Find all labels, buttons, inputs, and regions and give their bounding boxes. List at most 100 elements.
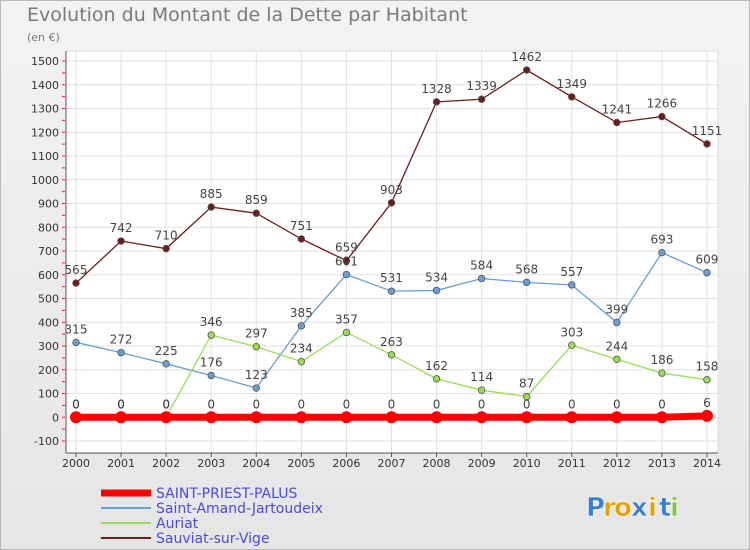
data-label: 1151 bbox=[692, 124, 723, 138]
data-point bbox=[565, 411, 578, 424]
data-point bbox=[207, 203, 215, 211]
data-label: 0 bbox=[568, 397, 576, 411]
data-label: 297 bbox=[245, 327, 268, 341]
y-tick-label: 1400 bbox=[31, 79, 59, 92]
data-label: 1241 bbox=[602, 103, 633, 117]
y-tick-label: 1000 bbox=[31, 174, 59, 187]
data-label: 0 bbox=[117, 397, 125, 411]
data-point bbox=[162, 244, 170, 253]
x-tick-label: 2014 bbox=[693, 457, 721, 470]
data-label: 0 bbox=[252, 397, 260, 411]
data-point bbox=[72, 338, 80, 347]
x-tick-label: 2000 bbox=[62, 457, 90, 470]
data-label: 176 bbox=[200, 355, 223, 369]
data-point bbox=[430, 411, 443, 424]
data-point bbox=[252, 384, 260, 392]
data-label: 6 bbox=[703, 396, 711, 410]
data-label: 0 bbox=[117, 397, 125, 411]
data-point bbox=[205, 411, 218, 424]
data-point bbox=[72, 279, 80, 287]
data-label: 346 bbox=[200, 315, 223, 329]
x-tick-label: 2001 bbox=[107, 457, 135, 470]
data-label: 0 bbox=[478, 397, 486, 411]
data-label: 534 bbox=[425, 270, 448, 284]
data-point bbox=[523, 392, 531, 401]
data-label: 903 bbox=[380, 183, 403, 197]
logo-letter: P bbox=[586, 493, 605, 523]
x-tick-label: 2011 bbox=[558, 457, 586, 470]
data-point bbox=[700, 409, 713, 422]
data-point bbox=[432, 98, 441, 106]
data-label: 0 bbox=[162, 397, 170, 411]
y-tick-label: 800 bbox=[38, 221, 59, 234]
data-point bbox=[703, 140, 711, 148]
data-label: 557 bbox=[560, 265, 583, 279]
data-label: 584 bbox=[470, 259, 493, 273]
data-label: 385 bbox=[290, 306, 313, 320]
data-point bbox=[340, 411, 353, 424]
y-tick-label: -100 bbox=[34, 435, 59, 448]
data-label: 303 bbox=[560, 325, 583, 339]
y-tick-label: 900 bbox=[38, 198, 59, 211]
data-point bbox=[252, 343, 260, 351]
logo-letter: o bbox=[614, 493, 632, 523]
data-point bbox=[523, 66, 531, 74]
data-label: 659 bbox=[335, 241, 358, 255]
data-label: 693 bbox=[650, 233, 673, 247]
data-point bbox=[477, 95, 486, 103]
data-label: 0 bbox=[433, 397, 441, 411]
legend-label: SAINT-PRIEST-PALUS bbox=[156, 486, 297, 502]
data-point bbox=[475, 411, 488, 424]
data-point bbox=[703, 268, 711, 277]
data-label: 0 bbox=[207, 397, 215, 411]
data-point bbox=[610, 411, 623, 424]
data-label: 114 bbox=[470, 370, 493, 384]
y-tick-label: 100 bbox=[38, 388, 59, 401]
y-tick-label: 600 bbox=[38, 269, 59, 282]
data-label: 601 bbox=[335, 255, 358, 269]
data-label: 1462 bbox=[511, 50, 542, 64]
legend-label: Saint-Amand-Jartoudeix bbox=[156, 501, 323, 517]
data-label: 87 bbox=[519, 377, 534, 391]
data-point bbox=[477, 386, 486, 394]
data-point bbox=[520, 411, 533, 424]
logo-letter: t bbox=[659, 493, 671, 523]
x-tick-label: 2012 bbox=[603, 457, 631, 470]
y-tick-label: 400 bbox=[38, 316, 59, 329]
data-label: 885 bbox=[200, 187, 223, 201]
data-point bbox=[658, 112, 666, 121]
data-point bbox=[297, 357, 306, 366]
data-label: 609 bbox=[696, 253, 719, 267]
data-label: 0 bbox=[298, 397, 306, 411]
data-label: 158 bbox=[696, 360, 719, 374]
legend-label: Sauviat-sur-Vige bbox=[156, 531, 270, 547]
y-tick-label: 1500 bbox=[31, 55, 59, 68]
y-tick-label: 300 bbox=[38, 340, 59, 353]
data-point bbox=[207, 331, 215, 339]
data-point bbox=[387, 199, 396, 207]
data-label: 0 bbox=[613, 397, 621, 411]
data-point bbox=[297, 235, 306, 243]
data-point bbox=[613, 118, 621, 127]
data-point bbox=[568, 93, 576, 101]
data-point bbox=[297, 322, 306, 330]
data-point bbox=[432, 286, 441, 295]
x-tick-label: 2002 bbox=[152, 457, 180, 470]
data-point bbox=[162, 360, 170, 368]
data-label: 225 bbox=[155, 344, 178, 358]
x-tick-label: 2007 bbox=[377, 457, 405, 470]
y-tick-label: 0 bbox=[52, 411, 59, 424]
data-point bbox=[342, 270, 351, 279]
y-tick-label: 700 bbox=[38, 245, 59, 258]
data-label: 0 bbox=[162, 397, 170, 411]
data-point bbox=[117, 237, 125, 245]
data-label: 244 bbox=[605, 339, 628, 353]
data-label: 1339 bbox=[466, 79, 497, 93]
y-tick-label: 1200 bbox=[31, 126, 59, 139]
data-point bbox=[115, 411, 128, 424]
data-point bbox=[658, 248, 666, 257]
data-point bbox=[207, 371, 215, 380]
data-point bbox=[70, 411, 82, 424]
data-label: 742 bbox=[110, 221, 133, 235]
